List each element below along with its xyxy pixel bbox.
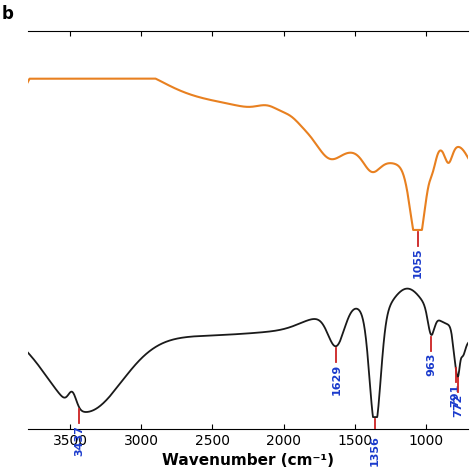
Text: 1629: 1629 bbox=[331, 364, 341, 395]
X-axis label: Wavenumber (cm⁻¹): Wavenumber (cm⁻¹) bbox=[162, 454, 334, 468]
Text: 3437: 3437 bbox=[74, 425, 84, 456]
Text: 1356: 1356 bbox=[370, 435, 380, 466]
Text: 963: 963 bbox=[426, 353, 436, 376]
Text: 772: 772 bbox=[453, 394, 463, 418]
Text: 791: 791 bbox=[450, 384, 461, 407]
Text: 1055: 1055 bbox=[413, 248, 423, 279]
Text: b: b bbox=[1, 5, 13, 23]
